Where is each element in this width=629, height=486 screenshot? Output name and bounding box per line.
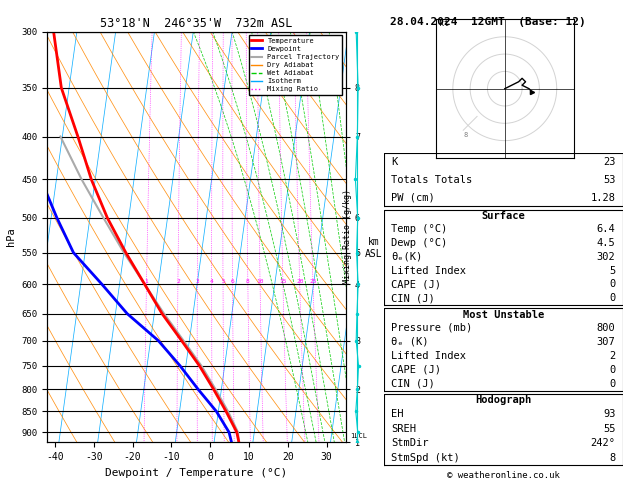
Text: EH: EH bbox=[391, 409, 403, 419]
Text: 3: 3 bbox=[196, 279, 199, 284]
Text: 8: 8 bbox=[610, 452, 616, 463]
Text: 55: 55 bbox=[603, 424, 616, 434]
Text: kt: kt bbox=[439, 19, 449, 28]
Text: PW (cm): PW (cm) bbox=[391, 192, 435, 203]
Y-axis label: km
ASL: km ASL bbox=[365, 237, 382, 259]
Text: Surface: Surface bbox=[481, 211, 525, 221]
Text: 6.4: 6.4 bbox=[597, 224, 616, 234]
Text: Totals Totals: Totals Totals bbox=[391, 175, 472, 185]
Text: 1.28: 1.28 bbox=[591, 192, 616, 203]
Text: Lifted Index: Lifted Index bbox=[391, 265, 466, 276]
Text: 1LCL: 1LCL bbox=[350, 434, 367, 439]
Text: Most Unstable: Most Unstable bbox=[462, 310, 544, 320]
Text: 0: 0 bbox=[610, 279, 616, 289]
Text: 8: 8 bbox=[246, 279, 250, 284]
Text: 8: 8 bbox=[463, 132, 467, 138]
Text: 53: 53 bbox=[603, 175, 616, 185]
Text: 2: 2 bbox=[176, 279, 180, 284]
Text: Mixing Ratio (g/kg): Mixing Ratio (g/kg) bbox=[343, 190, 352, 284]
Text: θₑ(K): θₑ(K) bbox=[391, 252, 422, 262]
Text: Lifted Index: Lifted Index bbox=[391, 351, 466, 361]
Text: 6: 6 bbox=[231, 279, 235, 284]
Text: 10: 10 bbox=[257, 279, 264, 284]
Legend: Temperature, Dewpoint, Parcel Trajectory, Dry Adiabat, Wet Adiabat, Isotherm, Mi: Temperature, Dewpoint, Parcel Trajectory… bbox=[248, 35, 342, 95]
Text: 242°: 242° bbox=[591, 438, 616, 448]
Text: StmDir: StmDir bbox=[391, 438, 428, 448]
Title: 53°18'N  246°35'W  732m ASL: 53°18'N 246°35'W 732m ASL bbox=[101, 17, 292, 31]
X-axis label: Dewpoint / Temperature (°C): Dewpoint / Temperature (°C) bbox=[106, 468, 287, 478]
Text: Hodograph: Hodograph bbox=[475, 395, 532, 405]
Text: 5: 5 bbox=[221, 279, 225, 284]
Text: CAPE (J): CAPE (J) bbox=[391, 279, 441, 289]
Text: 15: 15 bbox=[279, 279, 287, 284]
Text: 2: 2 bbox=[610, 351, 616, 361]
Text: 4.5: 4.5 bbox=[597, 238, 616, 248]
Text: SREH: SREH bbox=[391, 424, 416, 434]
Text: 5: 5 bbox=[610, 265, 616, 276]
Text: 1: 1 bbox=[145, 279, 148, 284]
Text: CIN (J): CIN (J) bbox=[391, 293, 435, 303]
Text: CIN (J): CIN (J) bbox=[391, 379, 435, 389]
Text: 20: 20 bbox=[296, 279, 303, 284]
Y-axis label: hPa: hPa bbox=[6, 227, 16, 246]
Text: 23: 23 bbox=[603, 157, 616, 167]
Text: 93: 93 bbox=[603, 409, 616, 419]
Text: 0: 0 bbox=[610, 364, 616, 375]
Text: Temp (°C): Temp (°C) bbox=[391, 224, 447, 234]
Text: 0: 0 bbox=[610, 293, 616, 303]
Text: 0: 0 bbox=[610, 379, 616, 389]
Text: 800: 800 bbox=[597, 323, 616, 333]
Text: 28.04.2024  12GMT  (Base: 12): 28.04.2024 12GMT (Base: 12) bbox=[390, 17, 586, 27]
Text: © weatheronline.co.uk: © weatheronline.co.uk bbox=[447, 471, 560, 481]
Text: 302: 302 bbox=[597, 252, 616, 262]
Text: Pressure (mb): Pressure (mb) bbox=[391, 323, 472, 333]
Text: θₑ (K): θₑ (K) bbox=[391, 337, 428, 347]
Text: 307: 307 bbox=[597, 337, 616, 347]
Text: K: K bbox=[391, 157, 397, 167]
Text: 25: 25 bbox=[309, 279, 317, 284]
Text: Dewp (°C): Dewp (°C) bbox=[391, 238, 447, 248]
Text: CAPE (J): CAPE (J) bbox=[391, 364, 441, 375]
Text: StmSpd (kt): StmSpd (kt) bbox=[391, 452, 460, 463]
Text: 4: 4 bbox=[209, 279, 213, 284]
